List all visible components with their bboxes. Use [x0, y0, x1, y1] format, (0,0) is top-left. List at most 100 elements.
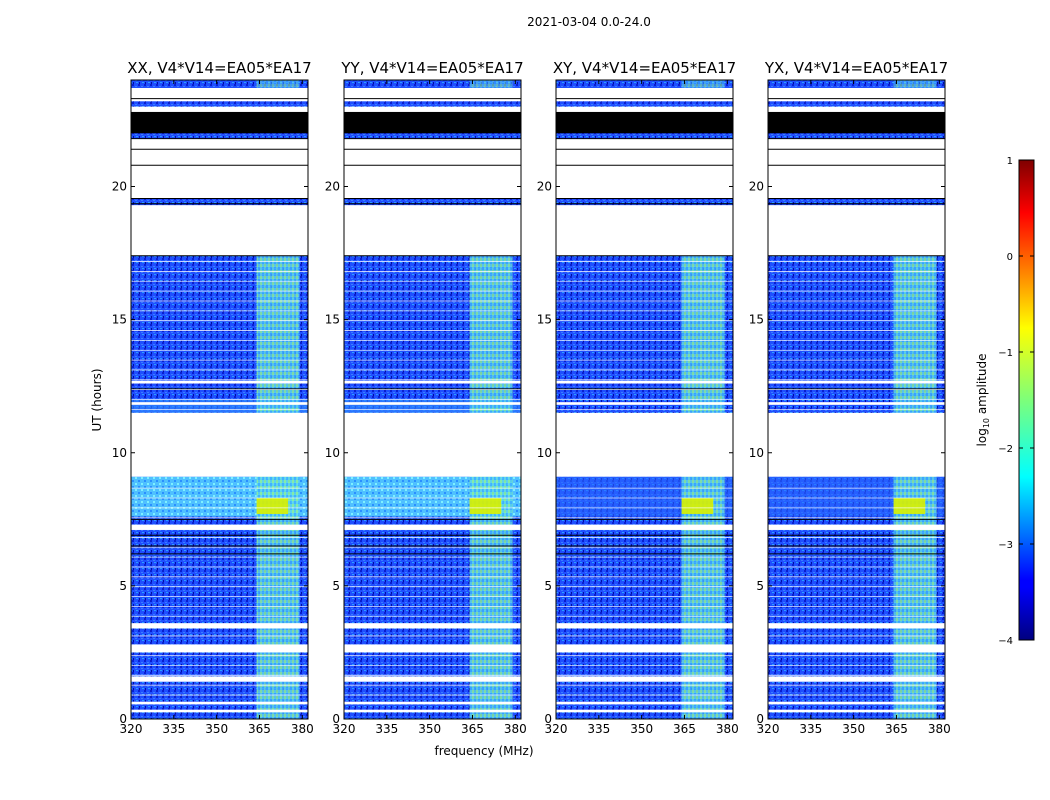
- hot-spot: [681, 498, 714, 514]
- bright-band: [469, 255, 513, 719]
- y-tick-label: 15: [112, 313, 127, 327]
- flagged-range: [344, 701, 521, 705]
- dense-lines: [131, 111, 308, 134]
- flagged-range: [344, 644, 521, 653]
- flagged-range: [131, 644, 308, 653]
- panel-title: YX, V4*V14=EA05*EA17: [764, 59, 948, 77]
- y-tick-label: 10: [325, 446, 340, 460]
- flagged-range: [768, 402, 945, 405]
- flagged-range: [131, 87, 308, 102]
- y-tick-label: 15: [749, 313, 764, 327]
- flagged-range: [768, 380, 945, 384]
- flagged-range: [768, 205, 945, 256]
- x-tick-label: 365: [885, 722, 908, 736]
- colorbar-label-sub: 10: [982, 418, 991, 428]
- y-tick-label: 10: [112, 446, 127, 460]
- panel-frame: [555, 79, 734, 720]
- panel-frame: [767, 79, 946, 720]
- y-tick-label: 0: [119, 712, 127, 726]
- y-tick-label: 0: [544, 712, 552, 726]
- hot-spot: [469, 498, 502, 514]
- flagged-range: [556, 676, 733, 682]
- panel-1: XX, V4*V14=EA05*EA17 320 335 350 365 380 0 5 10 1…: [112, 59, 314, 736]
- y-tick-label: 10: [749, 446, 764, 460]
- dense-lines: [344, 111, 521, 134]
- y-tick-label: 15: [537, 313, 552, 327]
- flagged-range: [768, 412, 945, 477]
- panel-2: YY, V4*V14=EA05*EA17 320 335 350 365 380 0 5 10 1…: [325, 59, 527, 736]
- x-axis-label: frequency (MHz): [434, 744, 533, 758]
- flagged-range: [556, 380, 733, 384]
- hot-spot: [893, 498, 926, 514]
- flagged-range: [131, 138, 308, 199]
- x-tick-label: 350: [630, 722, 653, 736]
- colorbar-tick-label: −4: [998, 636, 1013, 647]
- y-tick-label: 5: [119, 579, 127, 593]
- panel-title: XY, V4*V14=EA05*EA17: [553, 59, 736, 77]
- flagged-range: [768, 701, 945, 705]
- panel-frame: [343, 79, 522, 720]
- flagged-range: [344, 380, 521, 384]
- flagged-range: [344, 402, 521, 405]
- x-tick-label: 380: [928, 722, 951, 736]
- y-tick-label: 20: [749, 180, 764, 194]
- y-axis-label: UT (hours): [90, 368, 104, 431]
- flagged-range: [556, 205, 733, 256]
- colorbar-label-base: log: [975, 428, 989, 446]
- x-tick-label: 335: [799, 722, 822, 736]
- x-tick-label: 365: [673, 722, 696, 736]
- colorbar-label: log10 amplitude: [975, 354, 991, 447]
- flagged-range: [131, 701, 308, 705]
- flagged-range: [344, 87, 521, 102]
- x-tick-label: 365: [461, 722, 484, 736]
- colorbar-tick-label: −2: [998, 444, 1013, 455]
- y-tick-label: 10: [537, 446, 552, 460]
- flagged-range: [131, 676, 308, 682]
- y-tick-label: 0: [332, 712, 340, 726]
- x-tick-label: 335: [162, 722, 185, 736]
- flagged-range: [344, 676, 521, 682]
- flagged-range: [556, 138, 733, 199]
- panels-group: XX, V4*V14=EA05*EA17 320 335 350 365 380 0 5 10 1…: [112, 59, 951, 736]
- x-tick-label: 365: [248, 722, 271, 736]
- dense-lines: [556, 111, 733, 134]
- y-tick-label: 5: [544, 579, 552, 593]
- colorbar-tick-label: 0: [1007, 252, 1013, 263]
- flagged-range: [768, 709, 945, 713]
- x-tick-label: 380: [291, 722, 314, 736]
- flagged-range: [768, 87, 945, 102]
- flagged-range: [556, 709, 733, 713]
- colorbar-tick-label: −3: [998, 540, 1013, 551]
- x-tick-label: 320: [120, 722, 143, 736]
- x-tick-label: 350: [205, 722, 228, 736]
- flagged-range: [556, 402, 733, 405]
- colorbar: 10−1−2−3−4 log10 amplitude: [975, 156, 1035, 647]
- x-tick-label: 335: [587, 722, 610, 736]
- x-tick-label: 350: [418, 722, 441, 736]
- flagged-range: [131, 412, 308, 477]
- flagged-range: [344, 138, 521, 199]
- colorbar-label-rest: amplitude: [975, 354, 989, 418]
- x-tick-label: 320: [333, 722, 356, 736]
- hot-spot: [256, 498, 289, 514]
- flagged-range: [768, 676, 945, 682]
- x-tick-label: 380: [504, 722, 527, 736]
- panel-title: XX, V4*V14=EA05*EA17: [127, 59, 311, 77]
- flagged-range: [344, 205, 521, 256]
- x-tick-label: 380: [716, 722, 739, 736]
- bright-band: [893, 255, 937, 719]
- y-tick-label: 20: [325, 180, 340, 194]
- flagged-range: [131, 205, 308, 256]
- bright-band: [681, 255, 725, 719]
- flagged-range: [131, 709, 308, 713]
- x-tick-label: 320: [545, 722, 568, 736]
- y-tick-label: 5: [756, 579, 764, 593]
- bright-band: [256, 255, 300, 719]
- flagged-range: [768, 644, 945, 653]
- flagged-range: [131, 380, 308, 384]
- flagged-range: [344, 709, 521, 713]
- panel-3: XY, V4*V14=EA05*EA17 320 335 350 365 380 0 5 10 1…: [537, 59, 739, 736]
- y-tick-label: 20: [112, 180, 127, 194]
- flagged-range: [556, 87, 733, 102]
